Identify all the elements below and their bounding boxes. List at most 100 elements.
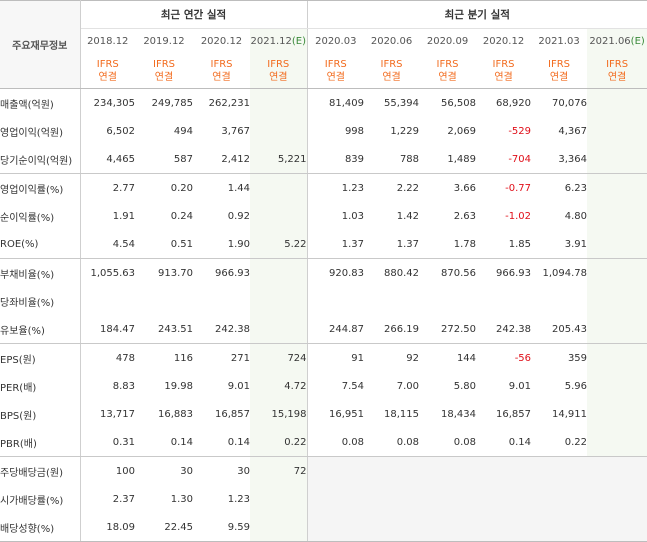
ifrs-consolidated-badge: IFRS 연결 <box>364 53 420 89</box>
table-row: 영업이익률(%) 2.77 0.20 1.44 1.23 2.22 3.66 -0.77 6.2… <box>0 173 647 202</box>
consolidated-label: 연결 <box>494 71 513 83</box>
table-cell: -1.02 <box>505 210 532 222</box>
table-cell: 16,857 <box>496 408 532 420</box>
row-label: 순이익률(%) <box>0 202 81 230</box>
table-row: 주당배당금(원) 100 30 30 72 <box>0 456 647 485</box>
table-cell: 116 <box>173 352 193 364</box>
table-cell: 271 <box>230 352 250 364</box>
table-cell: 966.93 <box>496 267 532 279</box>
table-cell <box>531 485 588 513</box>
quarterly-results-header: 최근 분기 실적 <box>306 0 647 29</box>
table-cell <box>250 258 308 287</box>
ifrs-label: IFRS <box>548 58 571 70</box>
table-cell: 2.63 <box>453 210 477 222</box>
table-cell <box>587 117 647 145</box>
table-cell: 16,857 <box>215 408 250 420</box>
table-cell: 0.14 <box>476 428 532 457</box>
row-label: 영업이익률(%) <box>0 173 81 202</box>
table-cell: 1.78 <box>419 230 477 259</box>
table-cell: 3.66 <box>453 182 477 194</box>
ifrs-consolidated-badge: IFRS 연결 <box>587 53 647 89</box>
table-cell: 9.01 <box>508 380 532 392</box>
table-cell <box>364 456 420 485</box>
table-cell: 19.98 <box>164 380 193 392</box>
table-cell <box>419 485 477 513</box>
table-cell <box>587 145 647 174</box>
table-cell: 68,920 <box>496 97 532 109</box>
table-cell: 1,055.63 <box>90 267 135 279</box>
row-label: PBR(배) <box>0 428 81 457</box>
table-cell: 2,069 <box>447 125 477 137</box>
table-cell: 242.38 <box>476 315 532 344</box>
table-cell <box>306 456 365 485</box>
table-cell <box>476 513 532 542</box>
table-cell: 788 <box>364 145 420 174</box>
table-cell: 249,785 <box>151 97 193 109</box>
table-row: 매출액(억원) 234,305 249,785 262,231 81,409 55,394… <box>0 88 647 117</box>
table-cell: 92 <box>406 352 420 364</box>
table-cell: 18,115 <box>384 408 420 420</box>
period-header: 2020.12 <box>482 35 525 47</box>
table-cell: 966.93 <box>215 267 250 279</box>
row-label-header: 주요재무정보 <box>0 0 81 89</box>
table-cell <box>587 258 647 287</box>
ifrs-label: IFRS <box>96 58 119 70</box>
row-label: ROE(%) <box>0 230 81 259</box>
row-label: BPS(원) <box>0 400 81 428</box>
table-cell: 13,717 <box>100 408 135 420</box>
table-cell: 0.51 <box>135 230 193 259</box>
table-cell <box>250 117 308 145</box>
table-cell <box>193 287 250 315</box>
table-cell: 0.22 <box>531 428 588 457</box>
table-row: 당좌비율(%) <box>0 287 647 315</box>
table-cell <box>250 513 308 542</box>
table-cell: 7.00 <box>396 380 420 392</box>
table-cell: 0.14 <box>135 428 193 457</box>
consolidated-label: 연결 <box>607 71 627 83</box>
table-row: PER(배) 8.83 19.98 9.01 4.72 7.54 7.00 5.80 9.01 5… <box>0 372 647 400</box>
table-cell: 30 <box>237 465 250 477</box>
table-cell <box>587 287 647 315</box>
table-cell: 1.85 <box>476 230 532 259</box>
consolidated-label: 연결 <box>549 71 569 83</box>
estimate-mark: (E) <box>630 35 645 47</box>
table-row: EPS(원) 478 116 271 724 91 92 144 -56 359 <box>0 343 647 372</box>
table-cell: 16,951 <box>306 400 365 428</box>
consolidated-label: 연결 <box>212 71 231 83</box>
table-cell: 8.83 <box>112 380 135 392</box>
table-cell <box>364 485 420 513</box>
table-cell <box>80 287 135 315</box>
ifrs-label: IFRS <box>492 58 515 70</box>
table-row: 순이익률(%) 1.91 0.24 0.92 1.03 1.42 2.63 -1.02 4.80 <box>0 202 647 230</box>
table-cell: 0.08 <box>419 428 477 457</box>
table-cell: 4,367 <box>558 125 588 137</box>
table-cell: 1.03 <box>306 202 365 230</box>
table-cell: 4.54 <box>80 230 135 259</box>
table-cell: -0.77 <box>505 182 532 194</box>
table-cell: 359 <box>567 352 588 364</box>
table-cell: 0.08 <box>306 428 365 457</box>
row-label: 배당성향(%) <box>0 513 81 542</box>
table-cell: 5.22 <box>250 230 308 259</box>
table-cell: 5.80 <box>453 380 477 392</box>
table-cell: 880.42 <box>384 267 420 279</box>
table-cell <box>587 456 647 485</box>
consolidated-label: 연결 <box>326 71 345 83</box>
table-cell <box>531 287 587 315</box>
table-cell: 1.37 <box>364 230 420 259</box>
table-row: 당기순이익(억원) 4,465 587 2,412 5,221 839 788 1,489 -7… <box>0 145 647 174</box>
table-cell: 266.19 <box>364 315 420 344</box>
table-cell <box>250 173 308 202</box>
table-cell <box>476 456 532 485</box>
row-label: 당기순이익(억원) <box>0 145 81 174</box>
row-label: 유보율(%) <box>0 315 81 344</box>
table-cell: 1.44 <box>227 182 250 194</box>
table-cell: 1.91 <box>112 210 135 222</box>
row-label: 부채비율(%) <box>0 258 81 287</box>
period-header: 2020.06 <box>370 35 413 47</box>
table-row: PBR(배) 0.31 0.14 0.14 0.22 0.08 0.08 0.08 0.14 0.… <box>0 428 647 457</box>
table-cell: 244.87 <box>306 315 365 344</box>
table-cell <box>587 343 647 372</box>
ifrs-label: IFRS <box>606 58 629 70</box>
